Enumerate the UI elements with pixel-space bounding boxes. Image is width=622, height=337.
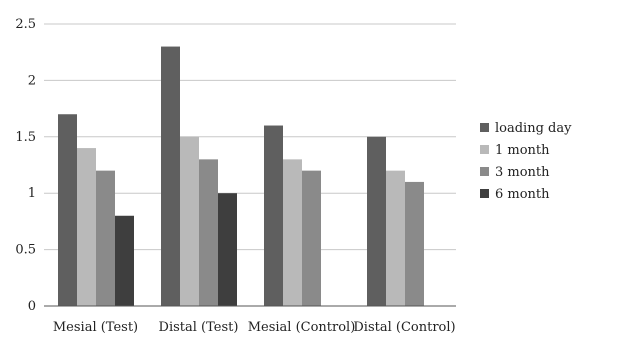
bar-6-month-1 (218, 193, 237, 306)
bar-3-month-3 (405, 181, 424, 306)
legend-label: 1 month (495, 143, 550, 158)
bar-loading-day-1 (161, 46, 180, 307)
bar-1-month-1 (180, 136, 199, 306)
legend-swatch (480, 189, 489, 198)
legend-swatch (480, 167, 489, 176)
y-tick-label: 1.5 (15, 130, 36, 145)
bar-loading-day-2 (264, 125, 283, 307)
bar-6-month-0 (115, 215, 134, 306)
legend-label: 6 month (495, 187, 550, 202)
bar-1-month-0 (77, 148, 96, 306)
bar-loading-day-3 (367, 136, 386, 306)
bar-1-month-2 (283, 159, 302, 306)
bars (58, 46, 424, 307)
y-tick-label: 0 (28, 299, 36, 314)
y-tick-label: 2 (28, 73, 36, 88)
x-axis-category-labels: Mesial (Test) Distal (Test) Mesial (Contro… (53, 320, 456, 335)
bar-3-month-1 (199, 159, 218, 306)
y-tick-label: 2.5 (15, 17, 36, 32)
legend-label: 3 month (495, 165, 550, 180)
x-category-label: Distal (Test) (159, 320, 239, 335)
bar-loading-day-0 (58, 114, 77, 307)
legend-swatch (480, 145, 489, 154)
x-category-label: Mesial (Control) (248, 320, 356, 335)
y-axis-tick-labels: 0 0.5 1 1.5 2 2.5 (15, 17, 36, 314)
x-category-label: Mesial (Test) (53, 320, 138, 335)
legend-label: loading day (495, 121, 572, 136)
legend-swatch (480, 123, 489, 132)
bar-3-month-2 (302, 170, 321, 306)
bar-3-month-0 (96, 170, 115, 306)
x-category-label: Distal (Control) (353, 320, 455, 335)
y-tick-label: 1 (28, 186, 36, 201)
legend: loading day 1 month 3 month 6 month (480, 121, 572, 202)
bar-1-month-3 (386, 170, 405, 306)
y-tick-label: 0.5 (15, 243, 36, 258)
